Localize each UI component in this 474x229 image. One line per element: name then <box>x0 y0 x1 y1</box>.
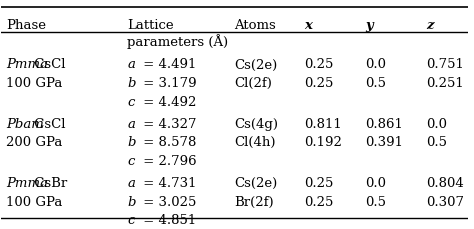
Text: 0.811: 0.811 <box>304 117 342 130</box>
Text: 200 GPa: 200 GPa <box>6 136 63 149</box>
Text: x: x <box>304 19 312 32</box>
Text: Cl(2f): Cl(2f) <box>235 77 273 90</box>
Text: Pmma: Pmma <box>6 176 48 189</box>
Text: 0.5: 0.5 <box>365 195 386 208</box>
Text: 0.5: 0.5 <box>365 77 386 90</box>
Text: Lattice
parameters (Å): Lattice parameters (Å) <box>128 19 228 49</box>
Text: 0.25: 0.25 <box>304 176 334 189</box>
Text: = 2.796: = 2.796 <box>139 154 197 167</box>
Text: Phase: Phase <box>6 19 46 32</box>
Text: Cl(4h): Cl(4h) <box>235 136 276 149</box>
Text: a: a <box>128 176 135 189</box>
Text: 0.25: 0.25 <box>304 195 334 208</box>
Text: = 4.731: = 4.731 <box>139 176 196 189</box>
Text: Cs(2e): Cs(2e) <box>235 58 278 71</box>
Text: Pbam: Pbam <box>6 117 44 130</box>
Text: a: a <box>128 117 135 130</box>
Text: c: c <box>128 95 135 108</box>
Text: = 4.851: = 4.851 <box>139 213 196 226</box>
Text: 0.251: 0.251 <box>426 77 464 90</box>
Text: Pmma: Pmma <box>6 58 48 71</box>
Text: b: b <box>128 136 136 149</box>
Text: y: y <box>365 19 373 32</box>
Text: Br(2f): Br(2f) <box>235 195 274 208</box>
Text: CsCl: CsCl <box>30 117 66 130</box>
Text: = 4.492: = 4.492 <box>139 95 196 108</box>
Text: 0.25: 0.25 <box>304 58 334 71</box>
Text: = 3.179: = 3.179 <box>139 77 197 90</box>
Text: CsCl: CsCl <box>30 58 66 71</box>
Text: 0.5: 0.5 <box>426 136 447 149</box>
Text: 0.25: 0.25 <box>304 77 334 90</box>
Text: Atoms: Atoms <box>235 19 276 32</box>
Text: Cs(2e): Cs(2e) <box>235 176 278 189</box>
Text: CsBr: CsBr <box>30 176 68 189</box>
Text: 0.751: 0.751 <box>426 58 464 71</box>
Text: 0.307: 0.307 <box>426 195 464 208</box>
Text: 0.861: 0.861 <box>365 117 403 130</box>
Text: b: b <box>128 195 136 208</box>
Text: = 8.578: = 8.578 <box>139 136 196 149</box>
Text: = 4.327: = 4.327 <box>139 117 196 130</box>
Text: 0.804: 0.804 <box>426 176 464 189</box>
Text: 0.0: 0.0 <box>365 58 386 71</box>
Text: 0.0: 0.0 <box>365 176 386 189</box>
Text: 100 GPa: 100 GPa <box>6 195 63 208</box>
Text: 0.391: 0.391 <box>365 136 403 149</box>
Text: b: b <box>128 77 136 90</box>
Text: a: a <box>128 58 135 71</box>
Text: z: z <box>426 19 433 32</box>
Text: c: c <box>128 213 135 226</box>
Text: c: c <box>128 154 135 167</box>
Text: 100 GPa: 100 GPa <box>6 77 63 90</box>
Text: = 4.491: = 4.491 <box>139 58 196 71</box>
Text: 0.192: 0.192 <box>304 136 342 149</box>
Text: Cs(4g): Cs(4g) <box>235 117 279 130</box>
Text: = 3.025: = 3.025 <box>139 195 196 208</box>
Text: 0.0: 0.0 <box>426 117 447 130</box>
